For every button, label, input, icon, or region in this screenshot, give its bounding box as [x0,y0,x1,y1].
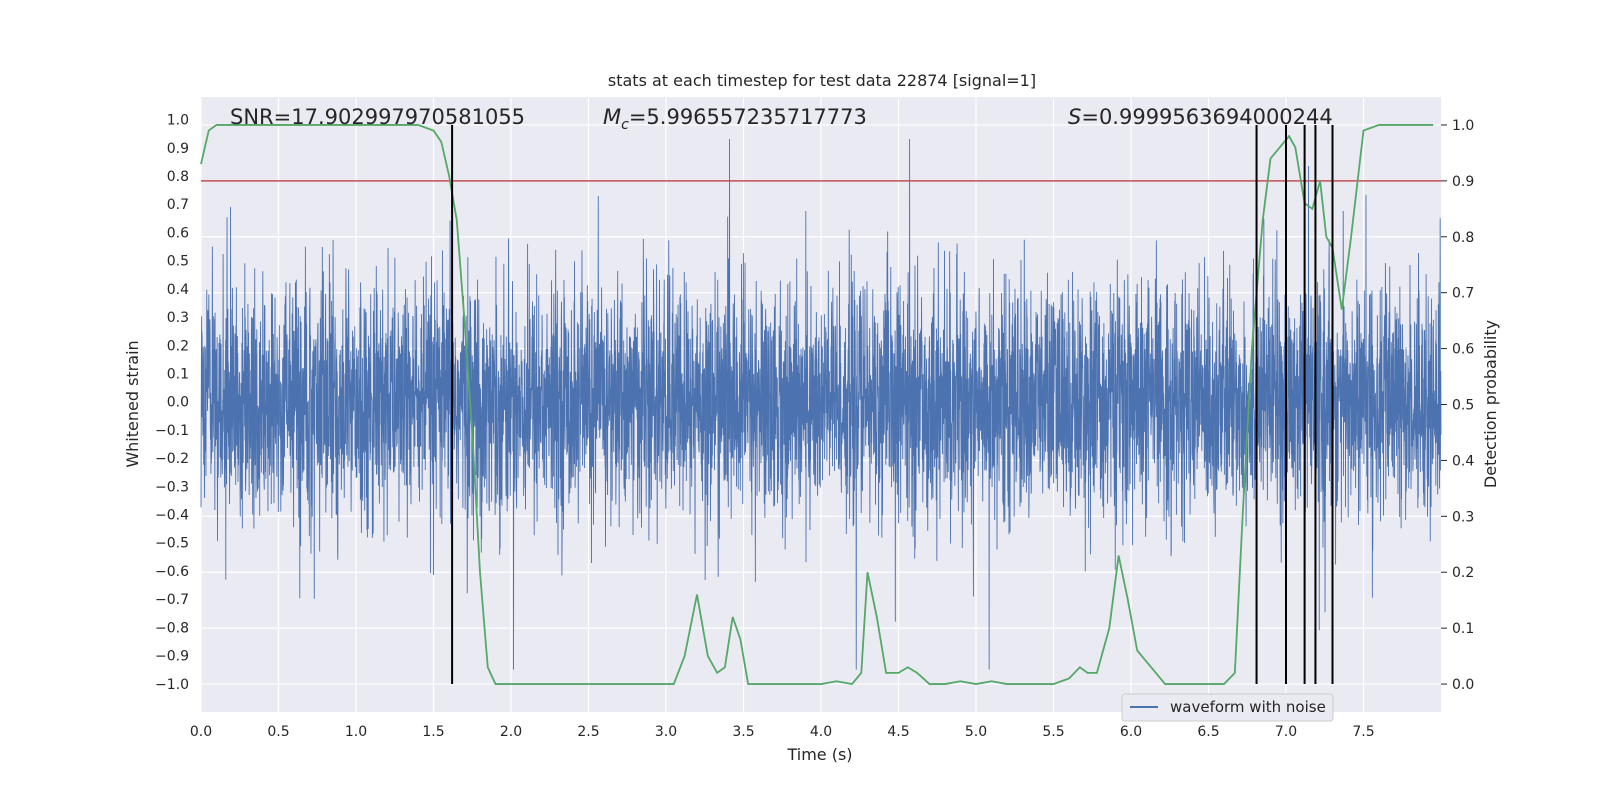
y-tick-label: −1.0 [155,677,189,693]
x-tick-label: 6.5 [1197,724,1219,740]
y-tick-label: 0.8 [167,169,189,185]
probability-series [200,124,1434,686]
y-axis-label: Whitened strain [123,340,142,467]
y-tick-label: −0.2 [155,451,189,467]
x-tick-label: 5.5 [1042,724,1064,740]
y2-tick-label: 0.4 [1452,453,1474,469]
x-tick-label: 7.5 [1352,724,1374,740]
y2-tick-label: 0.3 [1452,509,1474,525]
y2-axis-ticks: 1.0 0.9 0.8 0.7 0.6 0.5 0.4 0.3 0.2 0.1 0.0 [1441,118,1474,693]
y-tick-label: 0.9 [167,141,189,157]
y-tick-label: 0.3 [167,310,189,326]
y-tick-label: −0.1 [155,423,189,439]
y-tick-label: 1.0 [167,113,189,129]
y2-axis-label: Detection probability [1481,320,1500,488]
y-tick-label: −0.7 [155,592,189,608]
y-tick-label: 0.1 [167,366,189,382]
y2-tick-label: 0.8 [1452,230,1474,246]
y2-tick-label: 0.1 [1452,621,1474,637]
x-tick-label: 2.5 [577,724,599,740]
y-tick-label: 0.0 [167,395,189,411]
y-tick-label: 0.5 [167,254,189,270]
y-tick-label: −0.9 [155,649,189,665]
x-tick-label: 2.0 [500,724,522,740]
y2-tick-label: 0.6 [1452,342,1474,358]
y-tick-label: −0.8 [155,620,189,636]
x-tick-label: 7.0 [1275,724,1297,740]
y-tick-label: 0.4 [167,282,189,298]
chirp-mass-annotation: Mc=5.996557235717773 [603,105,867,133]
y-tick-label: −0.5 [155,536,189,552]
y2-tick-label: 0.9 [1452,174,1474,190]
legend-box [1121,693,1334,722]
x-tick-label: 3.5 [732,724,754,740]
snr-annotation: SNR=17.902997970581055 [230,105,525,129]
y2-tick-label: 1.0 [1452,118,1474,134]
y-axis-ticks: 1.0 0.9 0.8 0.7 0.6 0.5 0.4 0.3 0.2 0.1 0.0 −0.1 −0.… [155,113,189,693]
x-tick-label: 4.5 [887,724,909,740]
x-tick-label: 5.0 [965,724,987,740]
y2-tick-label: 0.5 [1452,398,1474,414]
x-axis-ticks: 0.0 0.5 1.0 1.5 2.0 2.5 3.0 3.5 4.0 4.5 5.0 5.5 6.0 6… [190,724,1375,740]
y-tick-label: −0.6 [155,564,189,580]
x-tick-label: 1.5 [422,724,444,740]
y2-tick-label: 0.7 [1452,286,1474,302]
y-tick-label: 0.2 [167,338,189,354]
x-tick-label: 1.0 [345,724,367,740]
x-tick-label: 6.0 [1120,724,1142,740]
y2-tick-label: 0.0 [1452,677,1474,693]
waveform-series [200,139,1442,670]
y2-tick-label: 0.2 [1452,565,1474,581]
x-tick-label: 4.0 [810,724,832,740]
y-tick-label: 0.7 [167,197,189,213]
chart-title: stats at each timestep for test data 228… [608,71,1036,90]
y-tick-label: −0.3 [155,479,189,495]
waveform-line [200,139,1442,670]
y-tick-label: 0.6 [167,225,189,241]
x-tick-label: 0.5 [267,724,289,740]
x-tick-label: 3.0 [655,724,677,740]
legend: waveform with noise [1121,693,1334,722]
legend-label: waveform with noise [1170,698,1326,716]
x-tick-label: 0.0 [190,724,212,740]
score-annotation: S=0.9999563694000244 [1068,105,1333,129]
detection-markers [451,124,1334,685]
x-axis-label: Time (s) [786,745,852,764]
y-tick-label: −0.4 [155,508,189,524]
probability-line [200,124,1434,686]
